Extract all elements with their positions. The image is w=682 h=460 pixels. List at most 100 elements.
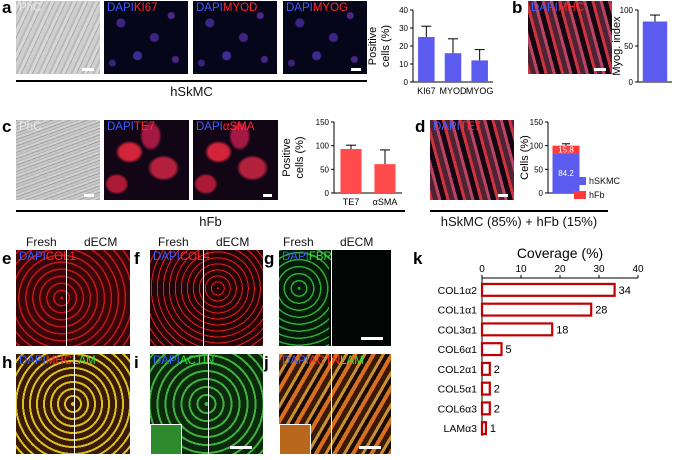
group-caption-hskmc: hSkMC: [170, 84, 213, 99]
col1-tissue-image: DAPICOL1: [16, 250, 130, 346]
bar: [480, 421, 488, 436]
y-tick-label: 100: [530, 142, 544, 151]
phc-image-hfb: PhC: [16, 120, 100, 200]
actin-tissue-image: DAPIACTIN: [150, 354, 263, 454]
dapi-label: DAPI: [153, 251, 180, 263]
x-tick-label: TE7: [343, 197, 360, 207]
group-underline-coculture: [430, 210, 608, 212]
marker2-label: LAM: [72, 355, 96, 367]
dapi-label: DAPI: [282, 251, 309, 263]
fresh-decm-divider: [66, 250, 67, 346]
fresh-label: Fresh: [283, 235, 314, 249]
legend-label: hSKMC: [589, 176, 621, 186]
y-tick-label: COL2α1: [438, 364, 477, 376]
bar: [471, 60, 488, 82]
asma-image: DAPIαSMA: [193, 120, 278, 200]
bar-hSKMC: [552, 153, 580, 193]
bar: [418, 37, 435, 82]
chart-a: 0 10 20 30 40 Positivecells (%) KI67 MYOD MYOG: [368, 6, 494, 96]
scale-bar: [82, 68, 94, 71]
fresh-decm-divider: [208, 354, 209, 454]
scale-bar: [263, 194, 272, 197]
marker-label: αSMA: [222, 121, 255, 133]
y-axis-label: Cells (%): [519, 135, 531, 180]
legend-swatch: [574, 177, 586, 185]
x-tick-label: KI67: [417, 86, 436, 96]
y-tick-label: 50: [534, 165, 543, 174]
chart-title: Coverage (%): [517, 245, 603, 261]
y-tick-label: COL1α2: [438, 285, 477, 297]
panel-label-i: i: [134, 353, 139, 372]
data-label: 84.2: [558, 169, 574, 178]
myod-image: DAPIMYOD: [193, 1, 277, 74]
bar: [480, 381, 491, 396]
group-caption-hfb: hFb: [199, 214, 222, 229]
data-label: 2: [494, 384, 500, 396]
x-tick-label: MYOD: [440, 86, 468, 96]
y-tick-label: 50: [624, 42, 633, 51]
dapi-label: DAPI: [196, 121, 223, 133]
y-tick-label: 150: [316, 118, 330, 127]
marker-label: MHC: [557, 2, 585, 14]
scale-bar: [594, 68, 606, 71]
bar: [374, 164, 396, 193]
panel-label-f: f: [134, 249, 140, 268]
dapi-label: DAPI: [107, 121, 134, 133]
marker-label: COL1: [45, 251, 76, 263]
scale-bar: [230, 446, 252, 449]
x-tick-label: MYOG: [466, 86, 494, 96]
chart-c: 0 50 100 150 Positivecells (%) TE7 αSMA: [281, 118, 402, 207]
actn-lam-tissue-image: DAPIACTNLAM: [279, 354, 391, 454]
phc-label: PhC: [19, 121, 42, 133]
fresh-label: Fresh: [26, 235, 57, 249]
group-underline-hskmc: [16, 80, 367, 82]
marker-label: ACTIN: [179, 355, 215, 367]
panel-label-k: k: [413, 249, 423, 268]
te7-image: DAPITE7: [104, 120, 189, 200]
y-tick-label: 100: [620, 6, 634, 15]
marker-label: KI67: [133, 2, 158, 14]
panel-label-e: e: [2, 249, 12, 268]
legend-item-hskmc: hSKMC: [574, 176, 620, 186]
y-tick-label: 20: [399, 42, 408, 51]
marker-label: COL4: [179, 251, 210, 263]
fresh-decm-divider: [331, 354, 332, 454]
scale-bar: [361, 337, 383, 340]
dapi-label: DAPI: [531, 2, 558, 14]
y-tick-label: 40: [399, 6, 408, 15]
marker-label: MYOG: [312, 2, 348, 14]
decm-label: dECM: [84, 235, 118, 249]
dapi-label: DAPI: [433, 121, 460, 133]
legend-item-hfb: hFb: [574, 190, 620, 200]
dapi-label: DAPI: [196, 2, 223, 14]
y-axis-label: Myog. index: [612, 16, 623, 76]
decm-label: dECM: [340, 235, 374, 249]
bar: [480, 361, 491, 376]
scale-bar: [359, 446, 381, 449]
bar: [480, 342, 503, 357]
y-tick-label: 0: [539, 189, 544, 198]
fresh-decm-divider: [331, 250, 332, 346]
dapi-label: DAPI: [286, 2, 313, 14]
fresh-decm-divider: [203, 250, 204, 346]
marker-label: TE7: [459, 121, 481, 133]
mhc-image: DAPIMHC: [528, 1, 612, 74]
chart-d: 0 50 100 150 Cells (%) 84.2 15.8: [519, 118, 584, 198]
fresh-label: Fresh: [158, 235, 189, 249]
marker-label: FBR: [308, 251, 332, 263]
y-tick-label: COL1α1: [438, 305, 477, 317]
panel-label-c: c: [2, 117, 12, 136]
fresh-decm-divider: [74, 354, 75, 454]
y-tick-label: COL5α1: [438, 384, 477, 396]
y-tick-label: COL6α1: [438, 344, 477, 356]
fresh-region: [279, 250, 329, 346]
marker-label: ACTN: [308, 355, 341, 367]
y-tick-label: 50: [320, 165, 329, 174]
ki67-image: DAPIKI67: [104, 1, 188, 74]
phc-label: PhC: [19, 2, 42, 14]
dapi-label: DAPI: [19, 251, 46, 263]
bar: [340, 148, 362, 193]
legend-d: hSKMC hFb: [574, 176, 620, 200]
